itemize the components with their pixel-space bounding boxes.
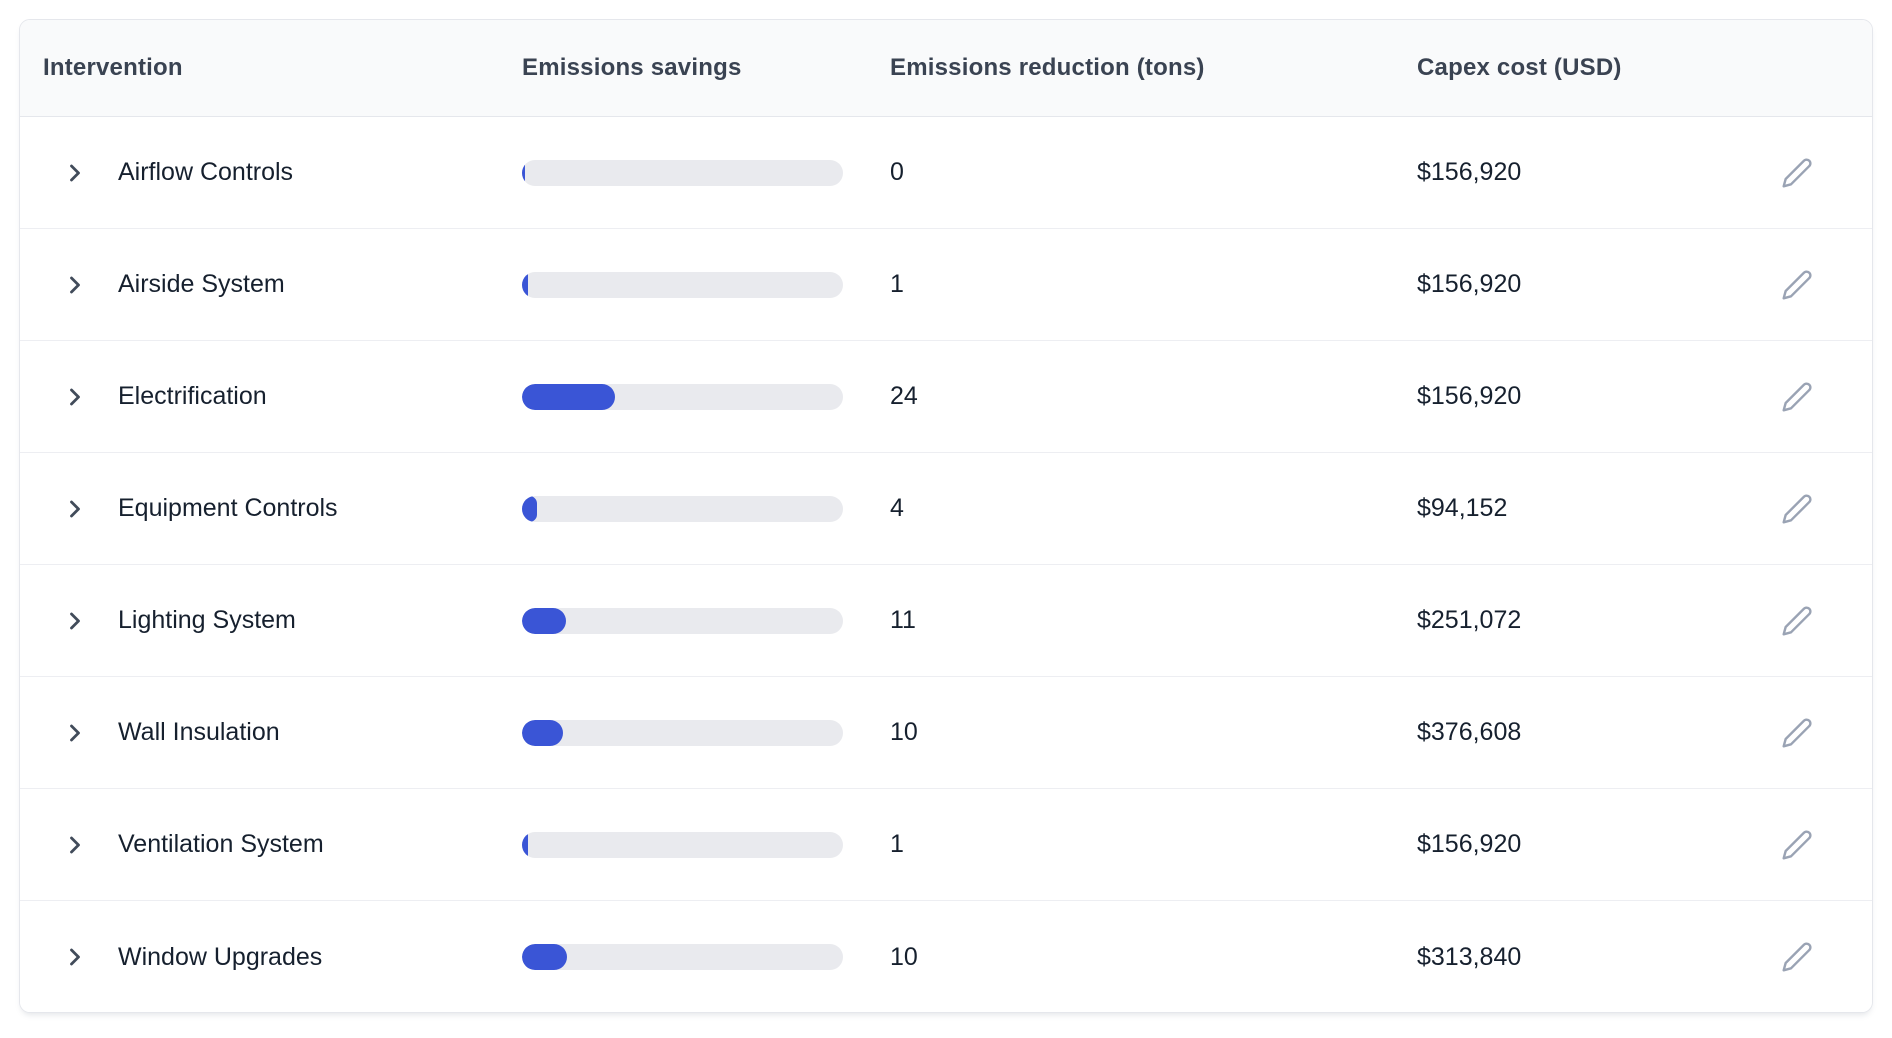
emissions-savings-bar-fill: [522, 831, 529, 858]
table-row: Lighting System 11 $251,072: [20, 565, 1872, 677]
emissions-savings-bar-fill: [522, 944, 567, 970]
table-row: Window Upgrades 10 $313,840: [20, 901, 1872, 1012]
emissions-savings-cell: [522, 607, 890, 634]
emissions-savings-bar: [522, 831, 843, 858]
pencil-icon[interactable]: [1780, 716, 1814, 750]
emissions-reduction-value: 0: [890, 158, 904, 186]
pencil-icon[interactable]: [1780, 156, 1814, 190]
intervention-name: Airside System: [118, 270, 285, 298]
emissions-savings-cell: [522, 383, 890, 410]
interventions-table: Intervention Emissions savings Emissions…: [19, 19, 1873, 1013]
emissions-savings-bar: [522, 719, 843, 746]
capex-cost-value: $156,920: [1417, 270, 1522, 298]
intervention-name: Airflow Controls: [118, 158, 294, 186]
emissions-savings-bar: [522, 944, 843, 970]
intervention-cell: Airside System: [20, 270, 522, 300]
emissions-savings-bar: [522, 159, 843, 186]
intervention-cell: Lighting System: [20, 606, 522, 636]
intervention-cell: Airflow Controls: [20, 158, 522, 188]
chevron-right-icon[interactable]: [60, 830, 90, 860]
actions-cell: [1780, 380, 1872, 414]
intervention-cell: Equipment Controls: [20, 494, 522, 524]
chevron-right-icon[interactable]: [60, 270, 90, 300]
emissions-savings-cell: [522, 159, 890, 186]
pencil-icon[interactable]: [1780, 828, 1814, 862]
capex-cost-value: $156,920: [1417, 382, 1522, 410]
emissions-reduction-value: 10: [890, 718, 918, 746]
intervention-name: Window Upgrades: [118, 942, 323, 971]
pencil-icon[interactable]: [1780, 492, 1814, 526]
intervention-name: Wall Insulation: [118, 718, 280, 746]
capex-cost-value: $156,920: [1417, 830, 1522, 858]
emissions-savings-cell: [522, 495, 890, 522]
emissions-savings-cell: [522, 944, 890, 970]
table-body: Airflow Controls 0 $156,920 Airside Syst: [20, 117, 1872, 1012]
actions-cell: [1780, 828, 1872, 862]
pencil-icon[interactable]: [1780, 380, 1814, 414]
emissions-savings-cell: [522, 831, 890, 858]
emissions-savings-bar-fill: [522, 271, 529, 298]
emissions-reduction-value: 11: [890, 606, 916, 634]
intervention-name: Electrification: [118, 382, 267, 410]
emissions-savings-bar: [522, 607, 843, 634]
emissions-reduction-value: 4: [890, 494, 904, 522]
chevron-right-icon[interactable]: [60, 718, 90, 748]
intervention-cell: Ventilation System: [20, 830, 522, 860]
actions-cell: [1780, 716, 1872, 750]
table-row: Equipment Controls 4 $94,152: [20, 453, 1872, 565]
table-row: Electrification 24 $156,920: [20, 341, 1872, 453]
pencil-icon[interactable]: [1780, 604, 1814, 638]
table-row: Airside System 1 $156,920: [20, 229, 1872, 341]
intervention-name: Equipment Controls: [118, 494, 338, 522]
pencil-icon[interactable]: [1780, 268, 1814, 302]
chevron-right-icon[interactable]: [60, 494, 90, 524]
table-row: Wall Insulation 10 $376,608: [20, 677, 1872, 789]
emissions-savings-bar: [522, 383, 843, 410]
emissions-savings-cell: [522, 271, 890, 298]
intervention-name: Lighting System: [118, 606, 296, 634]
actions-cell: [1780, 940, 1872, 974]
chevron-right-icon[interactable]: [60, 942, 90, 972]
intervention-cell: Electrification: [20, 382, 522, 412]
emissions-reduction-value: 24: [890, 382, 918, 410]
emissions-savings-bar: [522, 495, 843, 522]
emissions-savings-bar-fill: [522, 383, 616, 410]
column-header-capex-cost: Capex cost (USD): [1417, 54, 1622, 81]
emissions-reduction-value: 10: [890, 942, 918, 971]
emissions-savings-bar-fill: [522, 607, 566, 634]
intervention-name: Ventilation System: [118, 830, 324, 858]
emissions-savings-bar-fill: [522, 495, 538, 522]
chevron-right-icon[interactable]: [60, 158, 90, 188]
actions-cell: [1780, 268, 1872, 302]
column-header-emissions-reduction: Emissions reduction (tons): [890, 54, 1205, 81]
actions-cell: [1780, 604, 1872, 638]
capex-cost-value: $313,840: [1417, 942, 1522, 971]
column-header-emissions-savings: Emissions savings: [522, 54, 742, 81]
column-header-intervention: Intervention: [43, 54, 183, 81]
intervention-cell: Window Upgrades: [20, 942, 522, 972]
intervention-cell: Wall Insulation: [20, 718, 522, 748]
capex-cost-value: $156,920: [1417, 158, 1522, 186]
chevron-right-icon[interactable]: [60, 382, 90, 412]
table-row: Airflow Controls 0 $156,920: [20, 117, 1872, 229]
emissions-reduction-value: 1: [890, 270, 904, 298]
actions-cell: [1780, 492, 1872, 526]
emissions-savings-bar-fill: [522, 159, 526, 186]
emissions-savings-bar-fill: [522, 719, 564, 746]
chevron-right-icon[interactable]: [60, 606, 90, 636]
table-row: Ventilation System 1 $156,920: [20, 789, 1872, 901]
table-header-row: Intervention Emissions savings Emissions…: [20, 20, 1872, 117]
capex-cost-value: $376,608: [1417, 718, 1522, 746]
capex-cost-value: $251,072: [1417, 606, 1522, 634]
actions-cell: [1780, 156, 1872, 190]
pencil-icon[interactable]: [1780, 940, 1814, 974]
emissions-savings-cell: [522, 719, 890, 746]
emissions-reduction-value: 1: [890, 830, 904, 858]
capex-cost-value: $94,152: [1417, 494, 1508, 522]
emissions-savings-bar: [522, 271, 843, 298]
